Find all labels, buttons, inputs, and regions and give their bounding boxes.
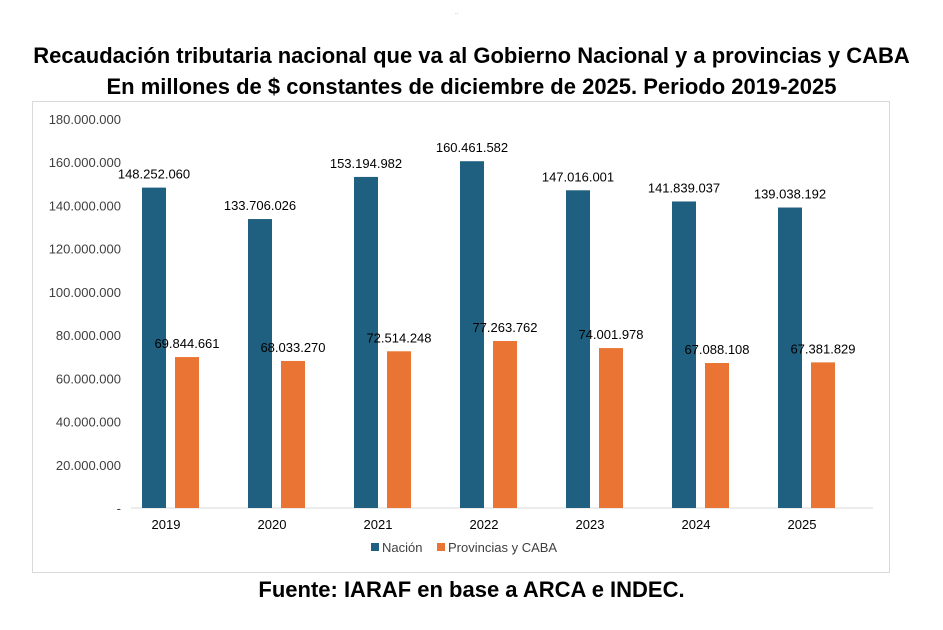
y-tick-label: 140.000.000: [49, 198, 121, 213]
decorative-mark: ..: [455, 10, 459, 16]
data-label-provincias: 68.033.270: [260, 340, 325, 355]
x-tick-label: 2024: [682, 517, 711, 532]
data-label-nacion: 139.038.192: [754, 187, 826, 202]
data-label-nacion: 147.016.001: [542, 169, 614, 184]
y-tick-label: 40.000.000: [56, 415, 121, 430]
data-label-provincias: 69.844.661: [154, 336, 219, 351]
chart-frame: - 20.000.000 40.000.000 60.000.000 80.000.00…: [32, 101, 890, 573]
y-tick-label: 100.000.000: [49, 285, 121, 300]
bar-chart: - 20.000.000 40.000.000 60.000.000 80.000.00…: [49, 112, 873, 555]
y-tick-label: 160.000.000: [49, 155, 121, 170]
x-tick-label: 2025: [788, 517, 817, 532]
bar-provincias: [599, 348, 623, 508]
bar-nacion: [142, 187, 166, 508]
bar-provincias: [705, 363, 729, 508]
y-tick-label: 120.000.000: [49, 242, 121, 257]
bar-nacion: [672, 201, 696, 508]
bar-provincias: [811, 362, 835, 508]
data-label-provincias: 72.514.248: [366, 330, 431, 345]
source-note: Fuente: IARAF en base a ARCA e INDEC.: [258, 577, 685, 602]
y-tick-label: 80.000.000: [56, 328, 121, 343]
x-tick-label: 2022: [470, 517, 499, 532]
legend-nacion: Nación: [382, 540, 422, 555]
chart-title: Recaudación tributaria nacional que va a…: [33, 43, 910, 68]
bar-nacion: [566, 190, 590, 508]
y-tick-label: 60.000.000: [56, 371, 121, 386]
x-tick-label: 2021: [364, 517, 393, 532]
y-tick-label: -: [117, 501, 121, 516]
data-label-provincias: 67.088.108: [684, 342, 749, 357]
data-label-provincias: 67.381.829: [790, 341, 855, 356]
bar-nacion: [460, 161, 484, 508]
bar-nacion: [778, 207, 802, 508]
x-tick-label: 2023: [576, 517, 605, 532]
legend-provincias: Provincias y CABA: [448, 540, 557, 555]
chart-subtitle: En millones de $ constantes de diciembre…: [106, 74, 837, 99]
data-label-nacion: 133.706.026: [224, 198, 296, 213]
data-label-nacion: 153.194.982: [330, 156, 402, 171]
bar-nacion: [354, 176, 378, 508]
bar-provincias: [493, 341, 517, 508]
x-tick-label: 2020: [258, 517, 287, 532]
bar-provincias: [175, 357, 199, 508]
data-label-nacion: 141.839.037: [648, 180, 720, 195]
bar-nacion: [248, 219, 272, 508]
legend-swatch-nacion: [371, 543, 379, 551]
data-label-provincias: 77.263.762: [472, 320, 537, 335]
y-tick-label: 20.000.000: [56, 458, 121, 473]
y-tick-label: 180.000.000: [49, 112, 121, 127]
bar-provincias: [387, 351, 411, 508]
data-label-nacion: 160.461.582: [436, 140, 508, 155]
bar-provincias: [281, 360, 305, 508]
legend-swatch-provincias: [437, 543, 445, 551]
x-tick-label: 2019: [152, 517, 181, 532]
data-label-nacion: 148.252.060: [118, 167, 190, 182]
data-label-provincias: 74.001.978: [578, 327, 643, 342]
